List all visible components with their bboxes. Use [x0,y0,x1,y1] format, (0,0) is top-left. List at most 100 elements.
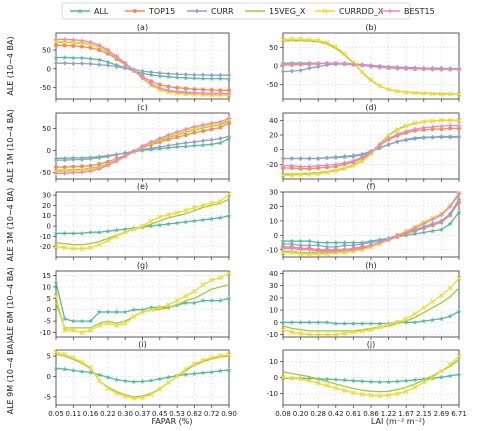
data-point-curr [140,68,145,74]
data-point-best15 [456,123,462,128]
data-point-all [289,238,295,244]
data-point-currdd-x [289,36,295,42]
data-point-currdd-x [191,205,197,210]
data-point-best15 [105,163,111,168]
data-point-all [226,295,232,301]
x-tick-label: 0.45 [152,410,168,418]
data-point-best15 [412,225,418,231]
data-point-all [200,76,206,81]
data-point-all [114,227,120,233]
data-point-currdd-x [174,373,180,379]
data-point-best15 [421,221,426,226]
x-axis-label-fapar: FAPAR (%) [151,417,192,426]
data-point-currdd-x [386,322,392,328]
data-point-all [456,371,462,377]
data-point-top15 [183,86,188,91]
x-tick-label: 0.11 [66,410,82,418]
legend-entry-best15: BEST15 [380,7,435,16]
data-point-all [438,226,444,232]
data-point-all [350,239,356,245]
data-point-best15 [157,85,162,91]
data-point-currdd-x [88,327,94,333]
data-point-currdd-x [226,191,232,197]
data-point-all [191,371,197,376]
data-point-currdd-x [447,117,453,123]
legend-label-15veg-x: 15VEG_X [269,7,306,16]
data-point-all [403,378,409,384]
data-point-best15 [79,38,85,43]
data-point-best15 [280,246,286,251]
data-point-all [324,319,330,325]
data-point-top15 [88,45,93,50]
data-point-curr [183,140,188,146]
series-best15 [280,123,462,169]
x-axis-label-lai: LAI (m⁻² m⁻²) [371,417,425,426]
series-best15 [53,116,232,176]
data-point-currdd-x [438,293,444,298]
data-point-all [217,368,223,374]
y-tick-label: -20 [267,161,278,169]
data-point-top15 [88,163,93,168]
data-point-top15 [149,79,154,84]
data-point-curr [316,156,321,161]
y-axis-label-row-5: ALE 9M (10−4 BA) [6,341,15,415]
data-point-all [96,372,102,378]
data-point-best15 [412,66,418,72]
y-tick-label: 30 [269,189,278,197]
data-point-all [342,239,348,245]
data-point-all [280,238,286,244]
data-point-currdd-x [359,69,365,75]
data-point-currdd-x [166,380,171,386]
data-point-best15 [140,75,145,81]
y-tick-label: 10 [269,358,278,366]
data-point-best15 [377,64,382,70]
y-axis-label-row-1: ALE (10−4 BA) [6,36,15,95]
data-point-all [368,379,374,385]
data-point-curr [123,150,128,156]
data-point-currdd-x [280,375,286,380]
data-point-curr [439,218,444,224]
data-point-all [148,304,154,310]
data-point-currdd-x [96,242,102,248]
data-point-currdd-x [430,91,436,97]
y-axis-label-row-4: ALE 6M (10−4 BA) [6,267,15,341]
data-point-all [183,75,189,81]
data-point-all [333,239,339,245]
data-point-curr [360,241,365,247]
y-axis-label-row-2: ALE 1M (10−4 BA) [6,109,15,183]
data-point-currdd-x [122,320,128,326]
legend-label-all: ALL [94,7,109,16]
y-tick-label: 0 [47,65,51,73]
data-point-best15 [289,163,294,168]
data-point-currdd-x [394,88,400,94]
data-point-curr [457,134,461,140]
data-point-all [105,309,111,315]
data-point-best15 [183,90,188,95]
data-point-currdd-x [394,319,400,325]
data-point-currdd-x [88,365,94,370]
data-point-currdd-x [183,208,189,213]
data-point-all [148,72,154,78]
data-point-all [70,318,76,324]
data-point-currdd-x [386,133,392,139]
y-tick-label: 20 [42,202,51,210]
legend-entry-all: ALL [70,7,109,16]
data-point-all [217,215,223,221]
data-point-currdd-x [324,169,330,175]
series-currdd-x [280,117,462,178]
data-point-curr [166,71,171,77]
data-point-all [368,320,374,326]
data-point-currdd-x [157,304,163,310]
data-point-top15 [457,126,461,131]
data-point-currdd-x [394,127,400,133]
data-point-curr [316,64,321,70]
data-point-top15 [192,130,197,135]
data-point-currdd-x [421,305,427,311]
legend-label-top15: TOP15 [148,7,175,16]
data-point-best15 [174,129,180,135]
data-point-all [298,375,304,381]
data-point-curr [298,68,303,73]
data-point-top15 [71,164,76,169]
data-point-all [412,319,418,325]
data-point-currdd-x [298,36,304,42]
